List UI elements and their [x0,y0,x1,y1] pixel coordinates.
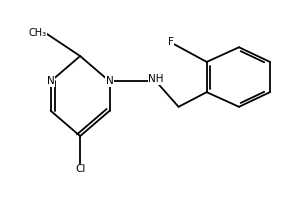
Text: NH: NH [148,74,164,84]
Text: Cl: Cl [75,164,85,174]
Text: N: N [106,76,114,87]
Text: N: N [47,76,55,87]
Text: F: F [168,37,174,47]
Text: CH₃: CH₃ [29,28,47,38]
